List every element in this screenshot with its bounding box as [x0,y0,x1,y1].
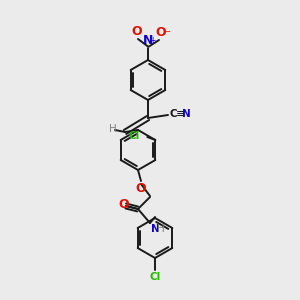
Text: O: O [132,25,142,38]
Text: H: H [109,124,117,134]
Text: C: C [169,109,177,119]
Text: ≡: ≡ [176,107,185,121]
Text: Cl: Cl [149,272,161,282]
Text: N: N [143,34,153,47]
Text: O: O [119,199,129,212]
Text: −: − [164,27,170,36]
Text: +: + [149,36,156,45]
Text: N: N [151,224,160,234]
Text: O: O [156,26,166,39]
Text: H: H [158,224,165,234]
Text: O: O [136,182,146,195]
Text: Cl: Cl [128,131,139,141]
Text: N: N [182,109,191,119]
